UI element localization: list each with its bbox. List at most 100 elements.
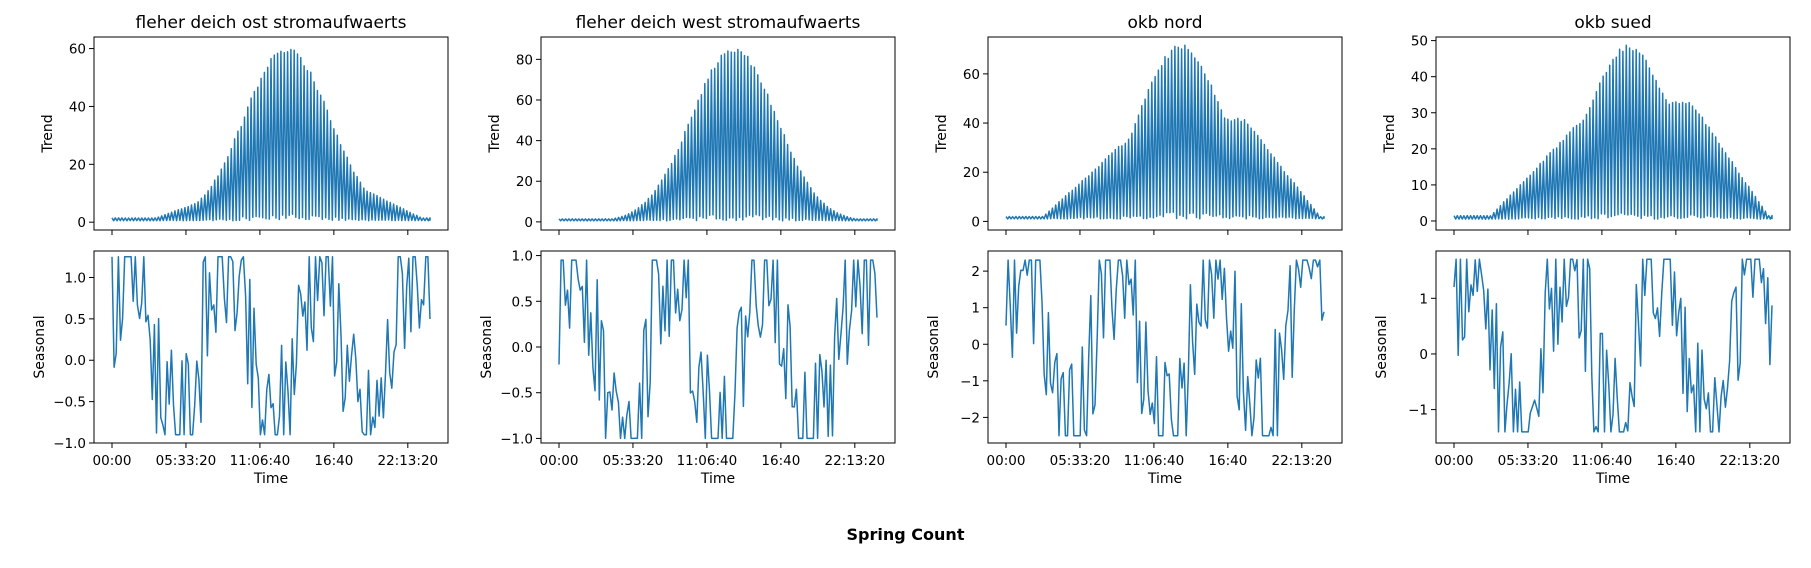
ytick-label: 1 [971,301,980,317]
xtick-label: 05:33:20 [156,453,217,469]
xtick-label: 22:13:20 [824,453,885,469]
xtick-label: 11:06:40 [677,453,738,469]
xtick-label: 22:13:20 [1271,453,1332,469]
axes-frame [540,250,896,444]
xtick-label: 11:06:40 [230,453,291,469]
ylabel: Seasonal [1374,315,1390,378]
ylabel: Trend [487,114,503,153]
seasonal-panel: −1.0 −0.5 0.0 0.5 1.0 00:00 05:33:20 11:06:40 16… [479,249,896,487]
ytick-label: −0.5 [500,386,533,402]
subplot-column-3: okb sued 0 10 20 30 40 50 Trend −1 0 1 00:00 05:33:2… [1374,13,1791,487]
ytick-label: 30 [1411,106,1428,122]
ytick-label: 60 [516,93,533,109]
ylabel: Trend [934,114,950,153]
ylabel: Trend [40,114,56,153]
xtick-label: 16:40 [1656,453,1695,469]
ylabel: Seasonal [479,315,495,378]
ytick-label: 40 [963,116,980,132]
trend-panel: 0 20 40 60 Trend [40,36,449,235]
xlabel: Time [1147,471,1182,487]
subplot-column-2: okb nord 0 20 40 60 Trend −2 −1 0 1 2 00:00 05:33:20… [926,13,1343,487]
axes-frame [1435,250,1791,444]
xtick-label: 05:33:20 [1498,453,1559,469]
ytick-label: 1 [1419,291,1428,307]
xtick-label: 16:40 [314,453,353,469]
xtick-label: 00:00 [540,453,579,469]
trend-series-line [1005,44,1325,220]
xtick-label: 22:13:20 [377,453,438,469]
seasonal-series-line [1453,258,1773,433]
trend-panel: 0 20 40 60 Trend [934,36,1343,235]
ytick-label: −1 [960,374,980,390]
ytick-label: 20 [1411,142,1428,158]
subplot-title: okb nord [1127,13,1202,33]
subplot-column-0: fleher deich ost stromaufwaerts 0 20 40 60 Tr… [32,13,449,487]
seasonal-panel: −1 0 1 00:00 05:33:20 11:06:40 16:40 22:13:20 Se… [1374,250,1791,487]
ytick-label: −1.0 [500,431,533,447]
ytick-label: 0.0 [65,353,86,369]
axes-frame [987,250,1343,444]
ylabel: Seasonal [926,315,942,378]
ytick-label: 20 [516,174,533,190]
ytick-label: 40 [1411,70,1428,86]
ytick-label: 10 [1411,178,1428,194]
axes-frame [93,36,449,231]
xtick-label: 05:33:20 [1050,453,1111,469]
seasonal-series-line [1005,259,1325,437]
xtick-label: 16:40 [761,453,800,469]
axes-frame [987,36,1343,231]
ytick-label: 60 [69,42,86,58]
ytick-label: 60 [963,67,980,83]
xlabel: Time [1595,471,1630,487]
xtick-label: 05:33:20 [603,453,664,469]
ytick-label: 20 [963,165,980,181]
ytick-label: 0.5 [512,294,533,310]
xtick-label: 22:13:20 [1719,453,1780,469]
trend-panel: 0 20 40 60 80 Trend [487,36,896,235]
seasonal-panel: −2 −1 0 1 2 00:00 05:33:20 11:06:40 16:40 22:13:2… [926,250,1343,487]
xtick-label: 16:40 [1208,453,1247,469]
trend-panel: 0 10 20 30 40 50 Trend [1382,34,1791,235]
seasonal-panel: −1.0 −0.5 0.0 0.5 1.0 00:00 05:33:20 11:06:40 16… [32,250,449,487]
ytick-label: 40 [69,99,86,115]
figure-title: Spring Count [846,525,965,544]
ytick-label: 0 [1419,347,1428,363]
ytick-label: 40 [516,134,533,150]
ytick-label: −1 [1408,403,1428,419]
trend-series-line [111,48,431,222]
seasonal-series-line [111,256,431,436]
ytick-label: −0.5 [53,395,86,411]
axes-frame [1435,36,1791,231]
xtick-label: 00:00 [93,453,132,469]
ytick-label: 0.0 [512,340,533,356]
ylabel: Seasonal [32,315,48,378]
ytick-label: 80 [516,52,533,68]
subplot-title: fleher deich west stromaufwaerts [576,13,861,33]
ytick-label: 1.0 [65,270,86,286]
ytick-label: 0 [971,337,980,353]
ytick-label: 2 [971,264,980,280]
ytick-label: 0.5 [65,312,86,328]
trend-series-line [1453,44,1773,220]
subplot-column-1: fleher deich west stromaufwaerts 0 20 40 60 8… [479,13,896,487]
xtick-label: 11:06:40 [1124,453,1185,469]
seasonal-series-line [558,259,878,440]
ylabel: Trend [1382,114,1398,153]
subplot-title: fleher deich ost stromaufwaerts [136,13,407,33]
ytick-label: 50 [1411,34,1428,50]
xtick-label: 00:00 [987,453,1026,469]
xtick-label: 00:00 [1435,453,1474,469]
ytick-label: 0 [1419,214,1428,230]
xlabel: Time [253,471,288,487]
ytick-label: 0 [524,215,533,231]
ytick-label: 0 [77,215,86,231]
xtick-label: 11:06:40 [1572,453,1633,469]
axes-frame [540,36,896,231]
ytick-label: −2 [960,410,980,426]
axes-frame [93,250,449,444]
subplot-title: okb sued [1574,13,1651,33]
xlabel: Time [700,471,735,487]
ytick-label: 0 [971,214,980,230]
ytick-label: 20 [69,157,86,173]
